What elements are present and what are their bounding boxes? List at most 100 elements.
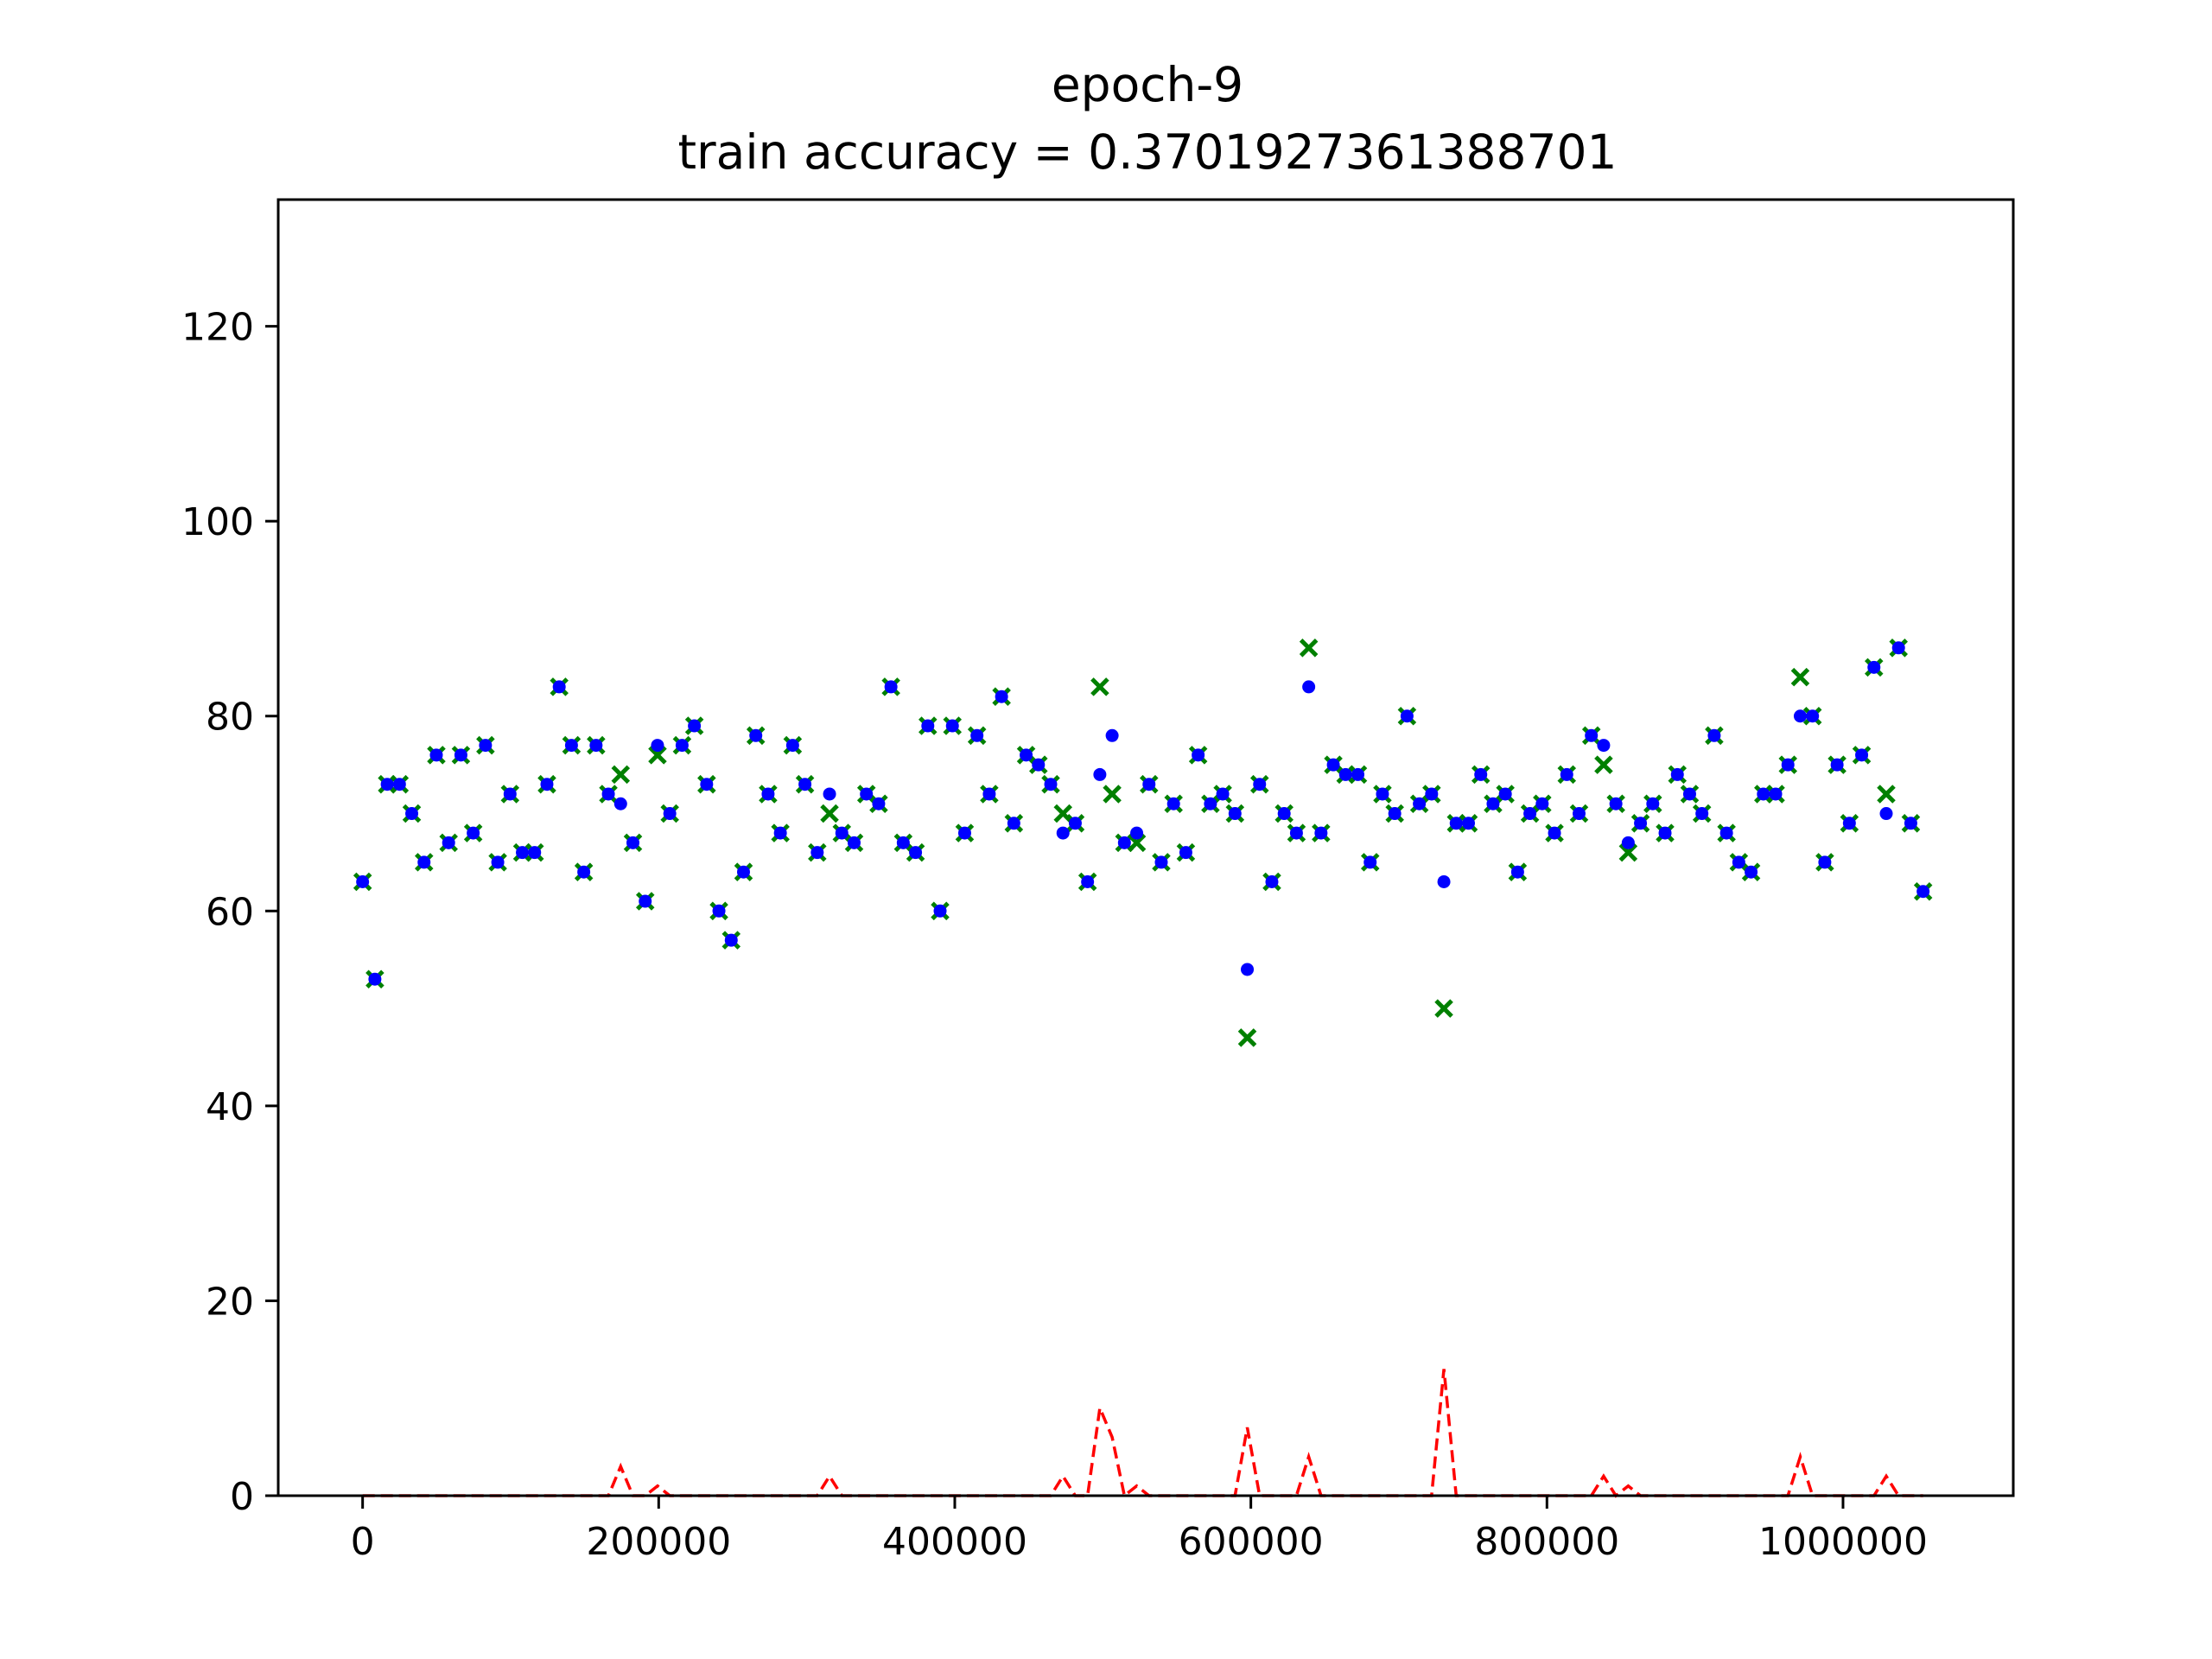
predicted-point-dot — [1707, 728, 1721, 742]
predicted-point-dot — [1166, 797, 1180, 810]
y-tick-label: 40 — [206, 1085, 254, 1129]
predicted-point-dot — [1806, 709, 1820, 723]
actual-point-x-marker — [1618, 842, 1638, 862]
actual-marker-stroke — [1790, 667, 1810, 687]
predicted-point-dot — [1241, 963, 1255, 976]
actual-marker-stroke — [1434, 999, 1453, 1018]
predicted-point-dot — [479, 739, 493, 753]
predicted-point-dot — [1535, 797, 1549, 810]
predicted-point-dot — [1032, 758, 1046, 772]
predicted-point-dot — [1682, 787, 1696, 801]
predicted-point-dot — [1793, 709, 1807, 723]
predicted-point-dot — [1634, 817, 1648, 830]
predicted-point-dot — [1007, 817, 1020, 830]
predicted-point-dot — [1719, 826, 1733, 840]
y-tick-label: 60 — [206, 890, 254, 934]
actual-point-x-marker — [1090, 677, 1109, 696]
predicted-point-dot — [1904, 817, 1917, 830]
actual-marker-stroke — [1877, 785, 1896, 804]
actual-point-x-marker — [1103, 785, 1122, 804]
predicted-point-dot — [1572, 807, 1586, 821]
predicted-point-dot — [1855, 748, 1869, 762]
predicted-point-dot — [1338, 767, 1352, 781]
actual-marker-stroke — [1618, 842, 1638, 862]
predicted-point-dot — [1560, 767, 1573, 781]
predicted-point-dot — [970, 728, 984, 742]
predicted-point-dot — [1376, 787, 1389, 801]
predicted-point-dot — [589, 739, 603, 753]
predicted-point-dot — [1277, 807, 1291, 821]
predicted-point-dot — [995, 690, 1008, 703]
x-tick-label: 800000 — [1474, 1520, 1619, 1564]
chart-title: epoch-9 — [1052, 57, 1243, 112]
predicted-point-dot — [552, 680, 566, 694]
actual-marker-stroke — [1053, 804, 1072, 823]
predicted-point-dot — [1621, 836, 1635, 849]
predicted-point-dot — [1658, 826, 1672, 840]
predicted-point-dot — [957, 826, 971, 840]
predicted-point-dot — [368, 972, 382, 986]
predicted-point-dot — [1745, 865, 1758, 879]
predicted-point-dot — [491, 855, 505, 869]
predicted-point-dot — [380, 778, 394, 791]
predicted-point-dot — [1757, 787, 1770, 801]
predicted-point-dot — [1351, 767, 1365, 781]
predicted-point-dot — [982, 787, 996, 801]
predicted-point-dot — [613, 797, 627, 810]
predicted-point-dot — [1289, 826, 1303, 840]
predicted-point-dot — [785, 739, 799, 753]
predicted-point-dot — [1154, 855, 1168, 869]
y-tick-label: 120 — [181, 306, 254, 350]
predicted-point-dot — [1400, 709, 1414, 723]
actual-marker-stroke — [1103, 785, 1122, 804]
predicted-point-dot — [823, 787, 836, 801]
y-tick-label: 20 — [206, 1280, 254, 1324]
predicted-point-dot — [896, 836, 910, 849]
actual-marker-stroke — [1299, 639, 1319, 658]
predicted-point-dot — [945, 719, 959, 733]
predicted-point-dot — [1020, 748, 1033, 762]
predicted-point-dot — [835, 826, 849, 840]
predicted-point-dot — [429, 748, 443, 762]
predicted-point-dot — [1474, 767, 1488, 781]
predicted-point-dot — [442, 836, 455, 849]
predicted-point-dot — [773, 826, 787, 840]
actual-marker-stroke — [611, 765, 631, 785]
predicted-point-dot — [810, 846, 824, 860]
predicted-point-dot — [1486, 797, 1500, 810]
predicted-point-dot — [712, 904, 726, 918]
predicted-point-dot — [1388, 807, 1402, 821]
predicted-point-dot — [1867, 660, 1881, 674]
y-tick-label: 80 — [206, 696, 254, 740]
predicted-point-dot — [503, 787, 517, 801]
predicted-point-dot — [1363, 855, 1377, 869]
predicted-point-dot — [675, 739, 689, 753]
x-tick-label: 200000 — [586, 1520, 731, 1564]
predicted-point-dot — [651, 739, 664, 753]
predicted-point-dot — [860, 787, 874, 801]
predicted-point-dot — [921, 719, 935, 733]
actual-marker-stroke — [648, 746, 667, 765]
actual-point-x-marker — [1434, 999, 1453, 1018]
x-tick-label: 1000000 — [1758, 1520, 1928, 1564]
predicted-point-dot — [1498, 787, 1512, 801]
actual-point-x-marker — [820, 804, 839, 823]
predicted-point-dot — [688, 719, 702, 733]
predicted-point-dot — [1265, 874, 1279, 888]
predicted-point-dot — [1413, 797, 1427, 810]
plot-frame — [276, 198, 2015, 1497]
predicted-point-dot — [564, 739, 578, 753]
predicted-point-dot — [639, 894, 652, 908]
predicted-point-dot — [700, 778, 714, 791]
predicted-point-dot — [626, 836, 640, 849]
predicted-point-dot — [392, 778, 406, 791]
chart-subtitle: train accuracy = 0.3701927361388701 — [677, 124, 1617, 180]
actual-point-x-marker — [1127, 833, 1147, 853]
predicted-point-dot — [601, 787, 615, 801]
actual-marker-stroke — [1237, 1028, 1257, 1047]
predicted-point-dot — [1449, 817, 1463, 830]
predicted-point-dot — [454, 748, 467, 762]
predicted-point-dot — [1105, 728, 1119, 742]
predicted-point-dot — [540, 778, 554, 791]
predicted-point-dot — [872, 797, 886, 810]
